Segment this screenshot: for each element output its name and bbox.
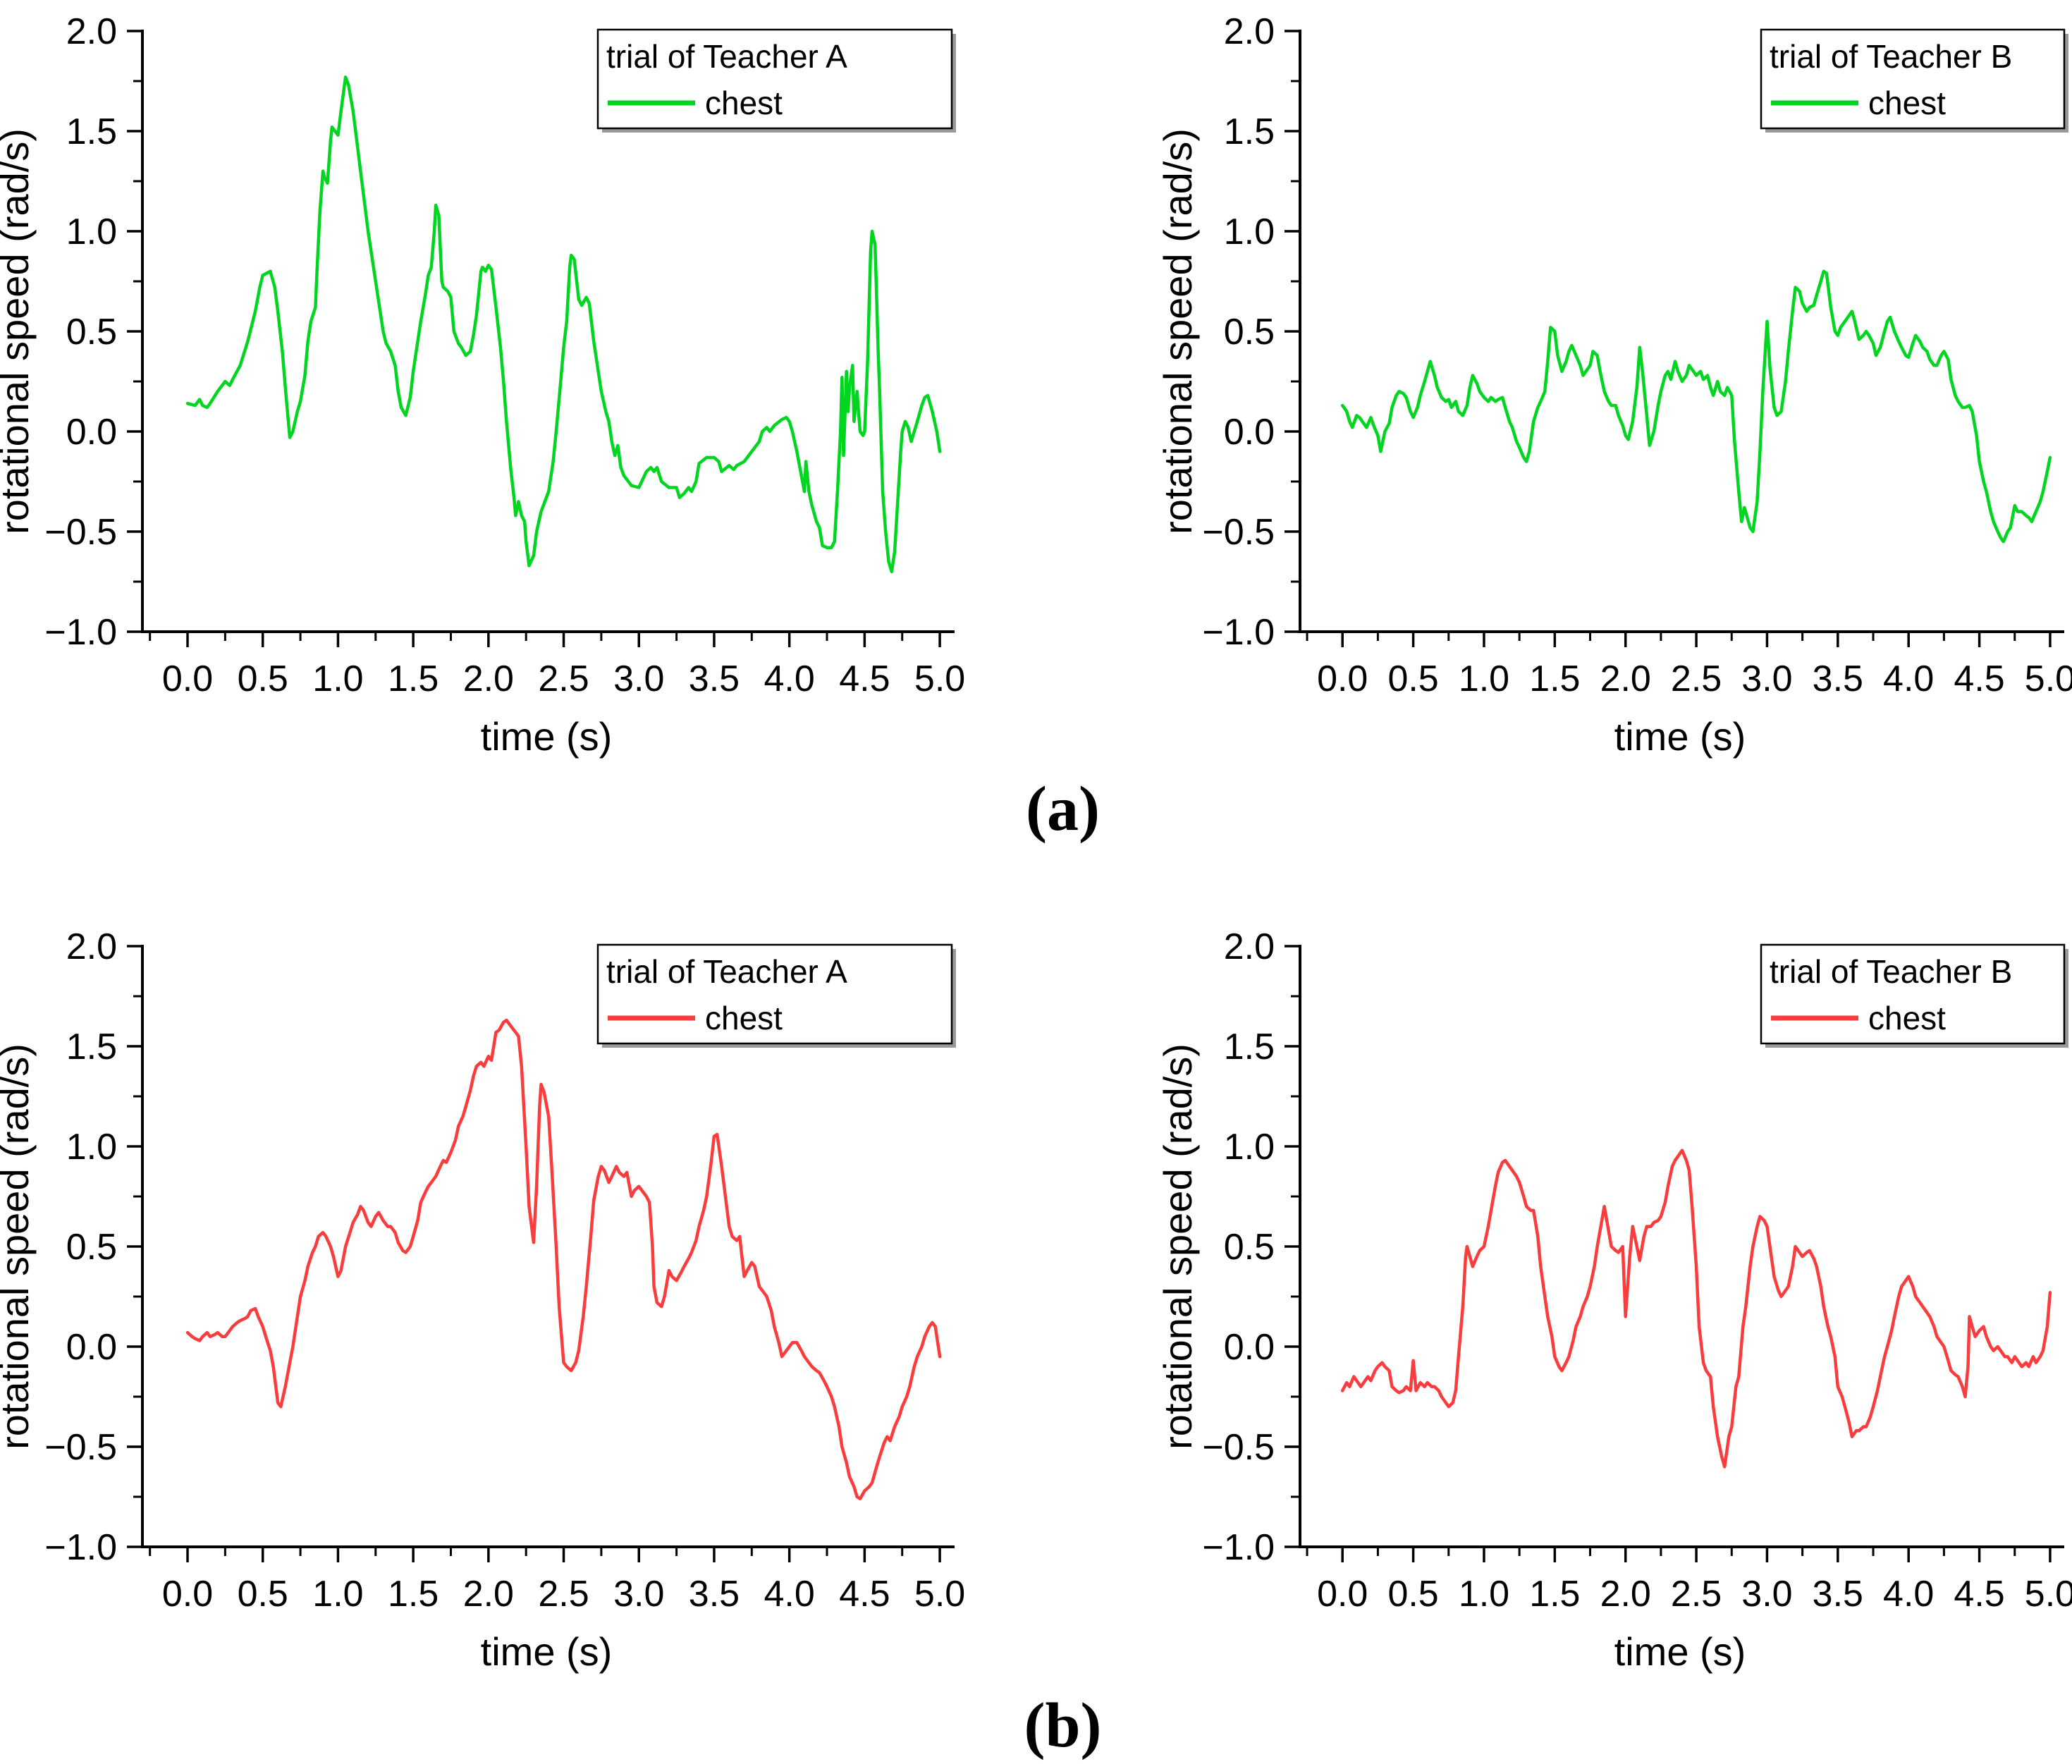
svg-text:1.5: 1.5: [388, 659, 439, 699]
svg-text:1.5: 1.5: [66, 111, 117, 152]
svg-text:0.5: 0.5: [66, 312, 117, 353]
svg-text:time (s): time (s): [1614, 714, 1746, 759]
legend-series-label: chest: [705, 1000, 783, 1036]
svg-text:4.5: 4.5: [1954, 1574, 2004, 1615]
svg-text:3.0: 3.0: [1741, 1574, 1792, 1615]
svg-text:1.0: 1.0: [312, 1574, 363, 1615]
svg-text:2.0: 2.0: [66, 926, 117, 967]
legend-title: trial of Teacher B: [1770, 38, 2012, 75]
svg-text:0.0: 0.0: [1224, 1327, 1275, 1368]
svg-text:1.5: 1.5: [388, 1574, 439, 1615]
svg-text:2.0: 2.0: [1224, 11, 1275, 52]
svg-text:4.0: 4.0: [764, 659, 815, 699]
svg-text:3.5: 3.5: [689, 1574, 740, 1615]
svg-text:2.5: 2.5: [538, 659, 589, 699]
svg-text:4.0: 4.0: [1883, 659, 1934, 699]
svg-text:1.0: 1.0: [1224, 1127, 1275, 1168]
svg-text:2.0: 2.0: [463, 1574, 514, 1615]
svg-text:2.5: 2.5: [1671, 659, 1722, 699]
svg-text:−0.5: −0.5: [44, 1427, 117, 1468]
svg-text:5.0: 5.0: [914, 1574, 965, 1615]
svg-text:0.0: 0.0: [66, 412, 117, 453]
svg-text:rotational speed (rad/s): rotational speed (rad/s): [0, 1043, 37, 1450]
svg-text:2.5: 2.5: [538, 1574, 589, 1615]
svg-text:4.5: 4.5: [839, 1574, 890, 1615]
svg-text:4.0: 4.0: [764, 1574, 815, 1615]
svg-text:1.0: 1.0: [1459, 659, 1509, 699]
svg-text:5.0: 5.0: [2025, 659, 2072, 699]
chart-panel-b-teacher-b: 0.0 0.5 1.0 1.5 2.0 2.5 3.0 3.5 4.0 4.5 5.0 2.0 1.5 1…: [1155, 926, 2072, 1674]
chart-panel-b-teacher-a: 0.0 0.5 1.0 1.5 2.0 2.5 3.0 3.5 4.0 4.5 5.0 2.0 1.5 1…: [0, 926, 965, 1674]
svg-text:0.5: 0.5: [1387, 659, 1438, 699]
svg-text:0.5: 0.5: [1224, 1227, 1275, 1268]
legend-title: trial of Teacher B: [1770, 953, 2012, 990]
svg-text:0.0: 0.0: [1317, 659, 1368, 699]
chart-panel-a-teacher-a: 0.0 0.5 1.0 1.5 2.0 2.5 3.0 3.5 4.0 4.5 5.0 2.0 1.5 1…: [0, 11, 965, 759]
svg-text:3.0: 3.0: [1741, 659, 1792, 699]
svg-text:−0.5: −0.5: [1202, 512, 1275, 553]
svg-text:1.5: 1.5: [1224, 111, 1275, 152]
svg-text:rotational speed (rad/s): rotational speed (rad/s): [1155, 1043, 1200, 1450]
svg-text:5.0: 5.0: [2025, 1574, 2072, 1615]
svg-text:−1.0: −1.0: [1202, 1527, 1275, 1568]
svg-text:0.5: 0.5: [238, 659, 288, 699]
svg-text:4.0: 4.0: [1883, 1574, 1934, 1615]
legend-box: [1760, 28, 2066, 130]
svg-text:0.0: 0.0: [66, 1327, 117, 1368]
svg-text:0.0: 0.0: [162, 1574, 213, 1615]
svg-text:2.5: 2.5: [1671, 1574, 1722, 1615]
svg-text:3.5: 3.5: [1813, 1574, 1863, 1615]
legend-title: trial of Teacher A: [606, 953, 847, 990]
svg-text:3.5: 3.5: [689, 659, 740, 699]
svg-text:2.0: 2.0: [1600, 659, 1651, 699]
svg-text:0.0: 0.0: [162, 659, 213, 699]
svg-text:2.0: 2.0: [1600, 1574, 1651, 1615]
svg-text:1.0: 1.0: [66, 212, 117, 252]
legend-box: [596, 28, 953, 130]
legend-series-label: chest: [1868, 85, 1946, 121]
svg-text:2.0: 2.0: [1224, 926, 1275, 967]
svg-text:rotational speed (rad/s): rotational speed (rad/s): [1155, 128, 1200, 534]
svg-text:time (s): time (s): [1614, 1629, 1746, 1674]
legend-box: [596, 943, 953, 1045]
legend-box: [1760, 943, 2066, 1045]
svg-text:0.5: 0.5: [1224, 312, 1275, 353]
svg-text:1.5: 1.5: [1224, 1027, 1275, 1067]
svg-text:−0.5: −0.5: [44, 512, 117, 553]
svg-text:−1.0: −1.0: [44, 1527, 117, 1568]
svg-text:0.0: 0.0: [1317, 1574, 1368, 1615]
svg-text:3.0: 3.0: [613, 659, 664, 699]
svg-text:−0.5: −0.5: [1202, 1427, 1275, 1468]
svg-text:time (s): time (s): [481, 714, 613, 759]
svg-text:1.0: 1.0: [312, 659, 363, 699]
svg-text:1.0: 1.0: [66, 1127, 117, 1168]
panel-label-a: (a): [1026, 774, 1100, 844]
svg-text:4.5: 4.5: [839, 659, 890, 699]
svg-text:0.0: 0.0: [1224, 412, 1275, 453]
svg-text:4.5: 4.5: [1954, 659, 2004, 699]
svg-text:2.0: 2.0: [66, 11, 117, 52]
svg-text:5.0: 5.0: [914, 659, 965, 699]
panel-label-b: (b): [1024, 1691, 1102, 1760]
svg-text:2.0: 2.0: [463, 659, 514, 699]
svg-text:time (s): time (s): [481, 1629, 613, 1674]
svg-text:−1.0: −1.0: [44, 612, 117, 653]
chart-panel-a-teacher-b: 0.0 0.5 1.0 1.5 2.0 2.5 3.0 3.5 4.0 4.5 5.0 2.0 1.5 1…: [1155, 11, 2072, 759]
svg-text:rotational speed (rad/s): rotational speed (rad/s): [0, 128, 37, 534]
svg-text:3.0: 3.0: [613, 1574, 664, 1615]
svg-text:1.5: 1.5: [1529, 1574, 1580, 1615]
svg-text:0.5: 0.5: [238, 1574, 288, 1615]
legend-series-label: chest: [1868, 1000, 1946, 1036]
svg-text:0.5: 0.5: [1387, 1574, 1438, 1615]
legend-series-label: chest: [705, 85, 783, 121]
svg-text:3.5: 3.5: [1813, 659, 1863, 699]
svg-text:1.0: 1.0: [1459, 1574, 1509, 1615]
svg-text:0.5: 0.5: [66, 1227, 117, 1268]
svg-text:1.0: 1.0: [1224, 212, 1275, 252]
svg-text:−1.0: −1.0: [1202, 612, 1275, 653]
svg-text:1.5: 1.5: [66, 1027, 117, 1067]
legend-title: trial of Teacher A: [606, 38, 847, 75]
svg-text:1.5: 1.5: [1529, 659, 1580, 699]
